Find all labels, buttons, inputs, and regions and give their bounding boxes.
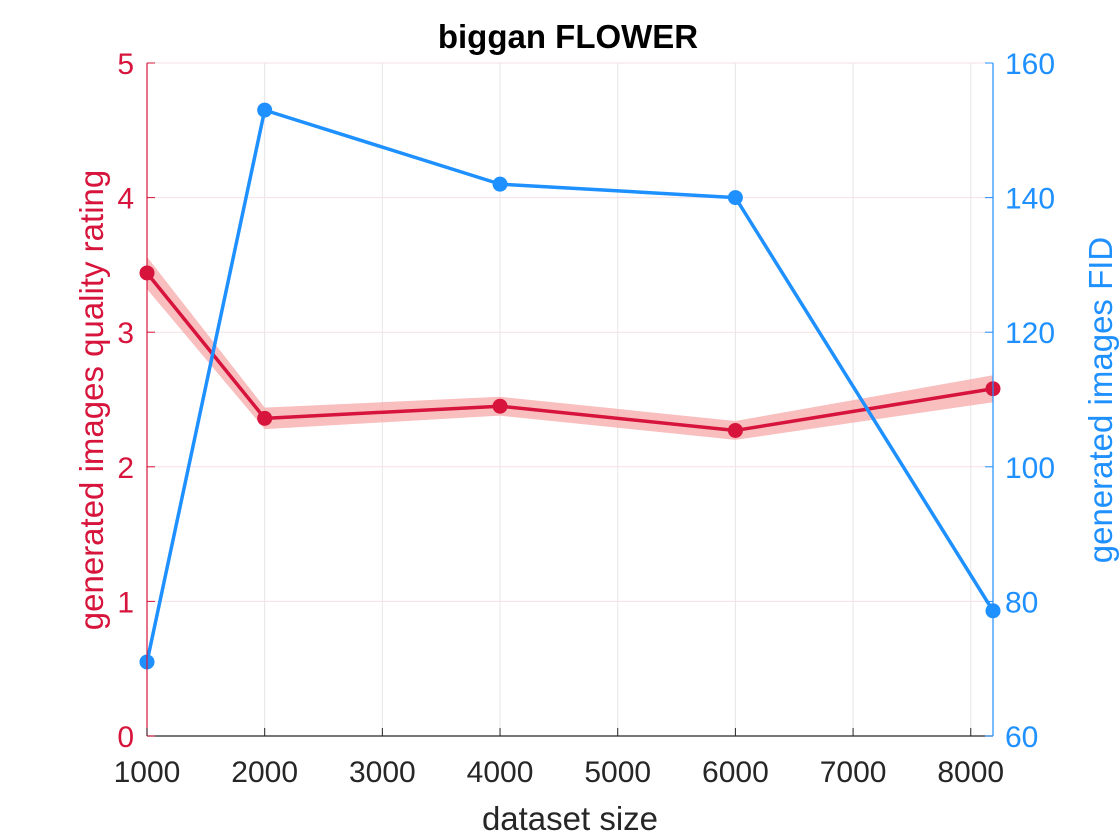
quality-rating-point [727,422,743,438]
y-right-tick-label: 60 [1005,721,1038,754]
quality-rating-point [492,398,508,414]
x-tick-label: 7000 [820,756,887,789]
series-layer [139,102,1001,670]
y-left-tick-label: 3 [117,317,134,350]
chart-title: biggan FLOWER [438,18,698,55]
y-right-tick-label: 100 [1005,452,1055,485]
grid-layer [146,62,993,737]
y-left-tick-label: 0 [117,721,134,754]
x-tick-label: 1000 [114,756,181,789]
y-right-axis-label: generated images FID [1082,237,1119,564]
x-axis-label: dataset size [482,800,658,837]
x-tick-label: 8000 [937,756,1004,789]
y-left-tick-label: 5 [117,48,134,81]
x-tick-label: 6000 [702,756,769,789]
y-left-tick-label: 4 [117,183,134,216]
fid-line [145,108,995,663]
y-right-tick-label: 140 [1005,183,1055,216]
x-tick-label: 5000 [584,756,651,789]
y-left-tick-label: 2 [117,452,134,485]
fid-point [727,190,743,206]
fid-point [492,176,508,192]
y-left-axis-label: generated images quality rating [73,170,110,630]
y-left-tick-label: 1 [117,586,134,619]
x-tick-label: 3000 [349,756,416,789]
y-right-tick-label: 80 [1005,586,1038,619]
y-right-tick-label: 160 [1005,48,1055,81]
x-tick-label: 4000 [467,756,534,789]
y-right-tick-label: 120 [1005,317,1055,350]
x-tick-label: 2000 [231,756,298,789]
fid-point [257,102,273,118]
quality-rating-point [257,410,273,426]
axes-layer: 1000 2000 3000 4000 5000 6000 7000 8000 0 1 2 3 4 5 60… [114,48,1055,789]
